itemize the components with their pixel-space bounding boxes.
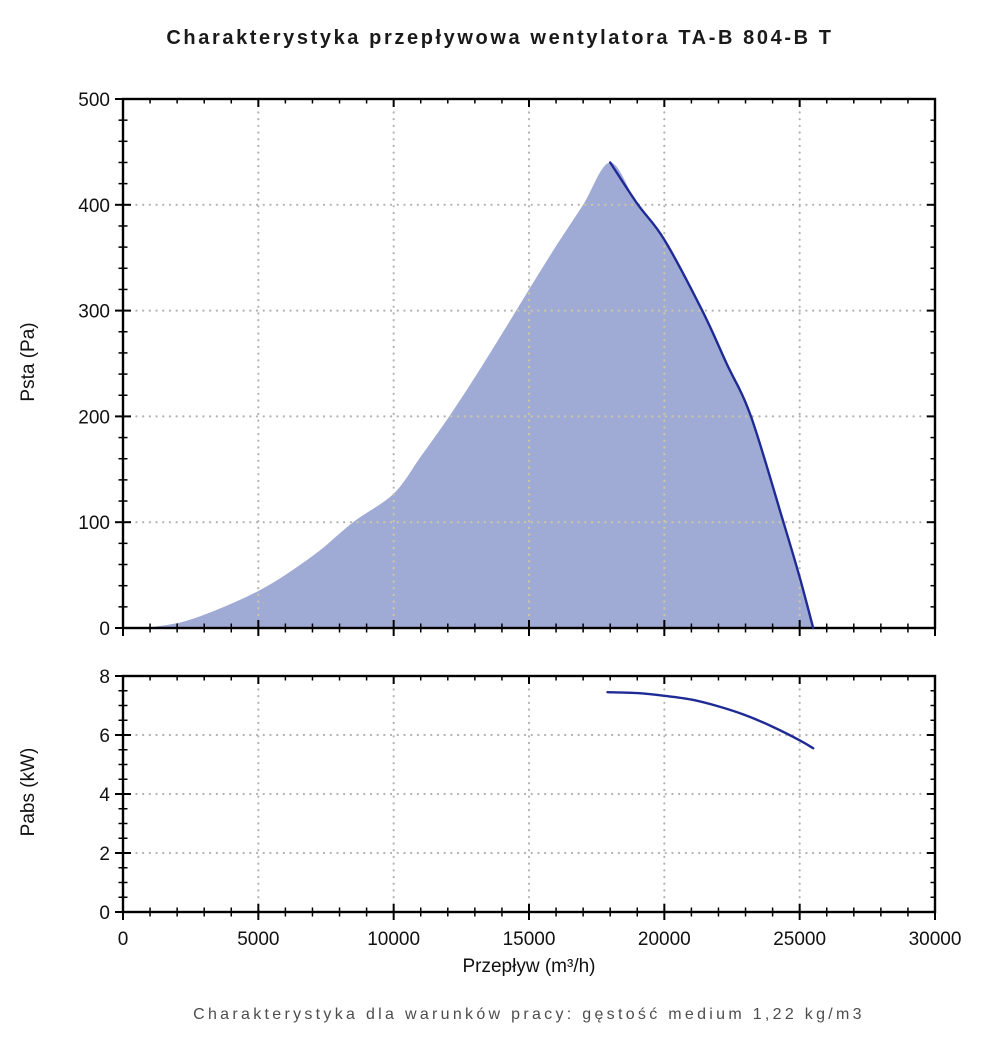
pressure-area-fill (144, 162, 814, 628)
conditions-caption: Charakterystyka dla warunków pracy: gęst… (193, 1006, 865, 1023)
x-tick-label: 10000 (367, 929, 420, 950)
power-curve-line (606, 691, 815, 750)
pressure-curve-plot: 0 100 200 300 400 500 (78, 90, 937, 640)
x-tick-label: 15000 (503, 929, 556, 950)
pressure-axis-label: Psta (Pa) (18, 322, 39, 402)
y-tick-label: 2 (99, 844, 110, 865)
chart-title: Charakterystyka przepływowa wentylatora … (166, 27, 834, 49)
y-tick-label: 0 (99, 903, 110, 924)
power-curve-gridlines (121, 674, 937, 914)
y-tick-label: 100 (78, 513, 110, 534)
x-tick-label: 0 (118, 929, 129, 950)
x-tick-label: 20000 (638, 929, 691, 950)
y-tick-label: 300 (78, 302, 110, 323)
y-tick-label: 500 (78, 90, 110, 111)
pressure-curve-gridlines (121, 97, 937, 630)
y-tick-label: 0 (99, 619, 110, 640)
y-tick-label: 200 (78, 407, 110, 428)
power-curve-plot: 0 2 4 6 8 0 5000 10000 15000 20000 25000 30000 (99, 667, 961, 950)
power-curve-ticks (115, 675, 936, 920)
y-tick-label: 6 (99, 726, 110, 747)
power-curve-tick-labels: 0 2 4 6 8 0 5000 10000 15000 20000 25000 30000 (99, 667, 961, 950)
power-axis-label: Pabs (kW) (18, 747, 39, 837)
x-tick-label: 30000 (909, 929, 962, 950)
pressure-curve-ticks (115, 98, 936, 636)
y-tick-label: 400 (78, 196, 110, 217)
pressure-curve-tick-labels: 0 100 200 300 400 500 (78, 90, 110, 640)
x-tick-label: 5000 (237, 929, 279, 950)
x-tick-label: 25000 (773, 929, 826, 950)
y-tick-label: 4 (99, 785, 110, 806)
flow-axis-label: Przepływ (m³/h) (462, 956, 596, 977)
y-tick-label: 8 (99, 667, 110, 688)
pressure-curve-line (609, 161, 815, 630)
